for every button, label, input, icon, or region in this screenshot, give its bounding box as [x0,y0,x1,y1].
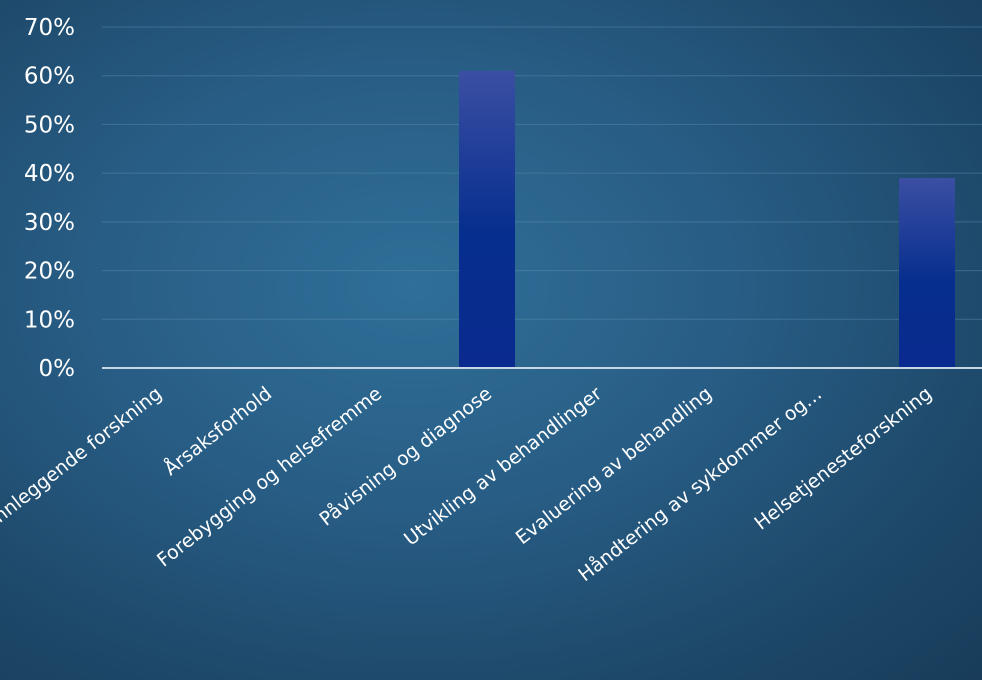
x-category-label: Årsaksforhold [159,382,276,480]
x-category-label: Utvikling av behandlinger [400,382,606,550]
x-category-label: Forebygging og helsefremme [153,383,386,572]
y-tick-label: 30% [24,210,75,236]
bar-3 [459,70,515,368]
grid-lines [102,26,982,320]
bars [459,70,955,368]
y-tick-label: 20% [24,259,75,285]
y-tick-label: 0% [39,356,76,382]
y-tick-label: 50% [24,112,75,138]
y-tick-label: 60% [24,64,75,90]
x-category-label: Helsetjenesteforskning [750,383,936,535]
x-axis-category-labels: Grunnleggende forskningÅrsaksforholdFore… [0,382,936,586]
x-category-label: Grunnleggende forskning [0,383,166,549]
y-tick-label: 40% [24,161,75,187]
y-tick-label: 70% [24,15,75,41]
x-category-label: Påvisning og diagnose [315,382,496,531]
y-tick-label: 10% [24,307,75,333]
x-category-label: Evaluering av behandling [512,383,716,549]
bar-7 [899,178,955,368]
y-axis-tick-labels: 0% 10% 20% 30% 40% 50% 60% 70% [24,15,75,382]
